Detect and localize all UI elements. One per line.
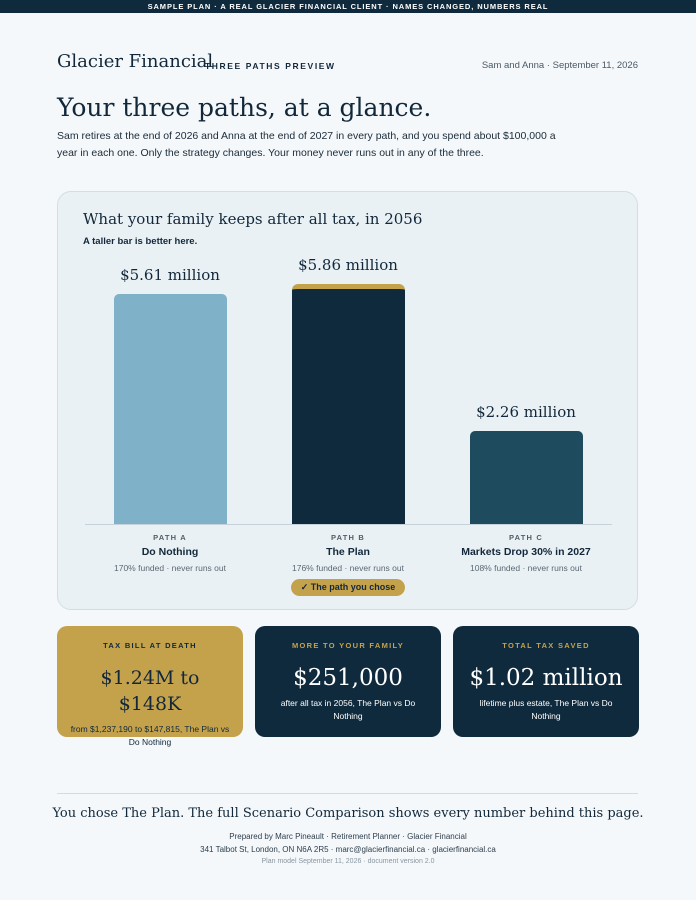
bar-chart: $5.61 million PATH A Do Nothing 170% funded… <box>58 192 639 611</box>
chart-title: What your family keeps after all tax, in… <box>83 210 423 228</box>
card-title: TOTAL TAX SAVED <box>502 641 590 650</box>
bar-markets-drop-30-in-2027 <box>469 431 583 524</box>
card-value: $1.24M to $148K <box>100 667 200 715</box>
chosen-path-badge: ✓ The path you chose <box>290 579 406 596</box>
bar-value-label: $2.26 million <box>476 403 576 421</box>
funded-status: 108% funded · never runs out <box>470 563 582 573</box>
document-subtitle: THREE PATHS PREVIEW <box>205 61 336 71</box>
path-caption: PATH A Do Nothing 170% funded · never runs… <box>90 533 250 573</box>
sample-plan-banner: SAMPLE PLAN · A REAL GLACIER FINANCIAL C… <box>0 0 696 13</box>
total-tax-saved-card: TOTAL TAX SAVED $1.02 million lifetime p… <box>453 626 639 737</box>
chart-subtitle: A taller bar is better here. <box>83 236 198 247</box>
footer-version: Plan model September 11, 2026 · document… <box>261 858 435 865</box>
category-label: Do Nothing <box>141 546 199 558</box>
tax-bill-card: TAX BILL AT DEATH $1.24M to $148K from $… <box>57 626 243 747</box>
client-date-meta: Sam and Anna · September 11, 2026 <box>481 60 638 71</box>
intro-paragraph: Sam retires at the end of 2026 and Anna … <box>57 130 556 159</box>
bar-do-nothing <box>113 294 227 524</box>
funded-status: 170% funded · never runs out <box>114 563 226 573</box>
card-description: from $1,237,190 to $147,815, The Plan vs… <box>70 724 230 747</box>
card-value: $251,000 <box>293 665 403 691</box>
category-label: The Plan <box>326 546 370 558</box>
footer-prepared-by: Prepared by Marc Pineault · Retirement P… <box>229 832 467 841</box>
path-caption: PATH C Markets Drop 30% in 2027 108% funde… <box>446 533 606 573</box>
brand-name: Glacier Financial <box>57 51 214 72</box>
path-tag: PATH B <box>330 533 365 542</box>
bar-value-label: $5.86 million <box>298 256 398 274</box>
page-title: Your three paths, at a glance. <box>57 93 432 122</box>
card-title: MORE TO YOUR FAMILY <box>291 641 405 650</box>
chart-panel: What your family keeps after all tax, in… <box>57 191 638 610</box>
card-value: $1.02 million <box>469 665 623 691</box>
path-caption: PATH B The Plan 176% funded · never runs o… <box>268 533 428 596</box>
funded-status: 176% funded · never runs out <box>292 563 404 573</box>
footer-contact: 341 Talbot St, London, ON N6A 2R5 · marc… <box>200 845 496 854</box>
footer-divider <box>57 793 638 794</box>
chart-baseline <box>85 524 612 525</box>
closing-statement: You chose The Plan. The full Scenario Co… <box>52 806 644 821</box>
path-tag: PATH A <box>153 533 187 542</box>
card-description: after all tax in 2056, The Plan vs Do No… <box>280 698 416 721</box>
more-to-family-card: MORE TO YOUR FAMILY $251,000 after all t… <box>255 626 441 737</box>
path-tag: PATH C <box>508 533 543 542</box>
bar-value-label: $5.61 million <box>120 266 220 284</box>
card-description: lifetime plus estate, The Plan vs Do Not… <box>479 698 613 721</box>
card-title: TAX BILL AT DEATH <box>103 641 197 650</box>
category-label: Markets Drop 30% in 2027 <box>461 546 591 558</box>
bar-the-plan <box>291 284 405 524</box>
